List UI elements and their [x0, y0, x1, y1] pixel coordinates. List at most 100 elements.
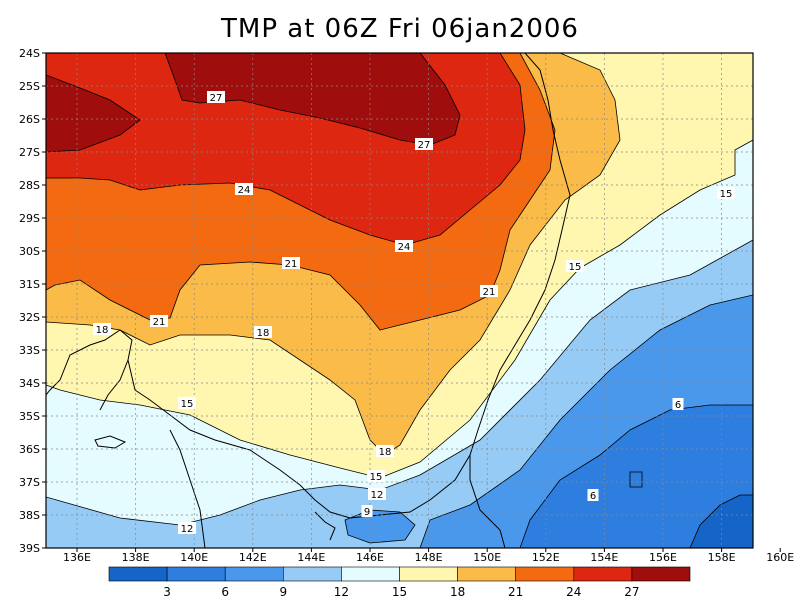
latitude-label: 25S	[19, 80, 40, 93]
contour-label-bg	[207, 91, 225, 103]
longitude-label: 150E	[473, 551, 501, 564]
longitude-label: 144E	[297, 551, 325, 564]
colorbar-swatch	[224, 566, 284, 582]
contour-label-bg	[376, 445, 394, 457]
contour-label-bg	[480, 285, 498, 297]
latitude-label: 36S	[19, 443, 40, 456]
contour-label-bg	[368, 488, 386, 500]
contour-label: 24	[398, 242, 411, 253]
longitude-label: 138E	[122, 551, 150, 564]
latitude-label: 26S	[19, 113, 40, 126]
contour-label-bg	[566, 260, 584, 272]
contour-label-bg	[93, 323, 111, 335]
contour-label-bg	[150, 315, 168, 327]
longitude-labels: 136E 138E 140E 142E 144E 146E 148E 150E 152E 154E…	[63, 548, 794, 564]
contour-label: 24	[238, 185, 251, 196]
filled-contours	[46, 53, 753, 548]
longitude-label: 156E	[649, 551, 677, 564]
contour-label-bg	[178, 397, 196, 409]
contour-label: 15	[370, 472, 383, 483]
contour-label-bg	[254, 326, 272, 338]
colorbar-tick-label: 6	[221, 585, 229, 599]
latitude-label: 39S	[19, 542, 40, 555]
contour-lines	[46, 53, 753, 548]
colorbar-tick-label: 12	[334, 585, 349, 599]
band-27-plus	[46, 75, 140, 152]
colorbar-swatch	[631, 566, 691, 582]
colorbar-swatch	[282, 566, 342, 582]
contour-label: 15	[720, 189, 733, 200]
colorbar-tick-label: 9	[279, 585, 287, 599]
contour-label: 15	[569, 262, 582, 273]
longitude-label: 160E	[766, 551, 794, 564]
contour-label-bg	[361, 505, 373, 517]
contour-label-bg	[178, 522, 196, 534]
latitude-labels: 24S 25S 26S 27S 28S 29S 30S 31S 32S 33S 34S 35S 36S 3…	[19, 47, 46, 555]
colorbar-swatch	[399, 566, 458, 582]
contour-label: 21	[483, 287, 496, 298]
contour-label: 27	[418, 140, 431, 151]
colorbar-swatch	[573, 566, 633, 582]
colorbar-tick-label: 27	[624, 585, 639, 599]
latitude-label: 30S	[19, 245, 40, 258]
contour-label: 6	[590, 491, 596, 502]
contour-label-bg	[395, 240, 413, 252]
colorbar-tick-label: 18	[450, 585, 465, 599]
contour-label: 18	[379, 447, 392, 458]
plot-frame	[45, 52, 754, 549]
colorbar-swatch	[341, 566, 400, 582]
contour-label-bg	[587, 489, 599, 501]
contour-label: 18	[96, 325, 109, 336]
colorbar: 3 6 9 12 15 18 21 24 27	[108, 566, 691, 599]
contour-label: 12	[181, 524, 194, 535]
contour-label: 6	[675, 400, 681, 411]
latitude-label: 31S	[19, 278, 40, 291]
longitude-label: 148E	[415, 551, 443, 564]
latitude-label: 34S	[19, 377, 40, 390]
latitude-label: 27S	[19, 146, 40, 159]
contour-label: 12	[371, 490, 384, 501]
contour-label: 27	[210, 93, 223, 104]
contour-label: 18	[257, 328, 270, 339]
longitude-label: 154E	[590, 551, 618, 564]
latitude-label: 32S	[19, 311, 40, 324]
latitude-label: 35S	[19, 410, 40, 423]
contour-label: 21	[285, 259, 298, 270]
contour-label: 21	[153, 317, 166, 328]
coastline	[46, 53, 571, 548]
colorbar-swatch	[108, 566, 168, 582]
longitude-label: 158E	[708, 551, 736, 564]
latitude-label: 28S	[19, 179, 40, 192]
latitude-label: 33S	[19, 344, 40, 357]
contour-label-bg	[415, 138, 433, 150]
colorbar-tick-label: 21	[508, 585, 523, 599]
contour-label-bg	[367, 470, 385, 482]
longitude-label: 146E	[356, 551, 384, 564]
colorbar-tick-label: 3	[163, 585, 171, 599]
band-6-9-pocket	[630, 472, 642, 487]
latitude-label: 37S	[19, 476, 40, 489]
band-9-12-pocket	[345, 510, 415, 543]
colorbar-tick-label: 15	[392, 585, 407, 599]
colorbar-swatch	[166, 566, 226, 582]
longitude-label: 142E	[239, 551, 267, 564]
band-0-3	[690, 495, 753, 548]
longitude-label: 152E	[532, 551, 560, 564]
latitude-label: 29S	[19, 212, 40, 225]
longitude-label: 136E	[63, 551, 91, 564]
contour-label: 15	[181, 399, 194, 410]
colorbar-swatch	[457, 566, 517, 582]
latitude-label: 38S	[19, 509, 40, 522]
longitude-label: 140E	[180, 551, 208, 564]
contour-label-bg	[282, 257, 300, 269]
contour-label-bg	[717, 187, 735, 199]
colorbar-tick-label: 24	[566, 585, 581, 599]
contour-label: 9	[364, 507, 370, 518]
contour-label-bg	[672, 398, 684, 410]
map-title: TMP at 06Z Fri 06jan2006	[221, 14, 579, 44]
colorbar-swatch	[515, 566, 575, 582]
band-27-plus	[165, 53, 460, 145]
contour-label-bg	[235, 183, 253, 195]
